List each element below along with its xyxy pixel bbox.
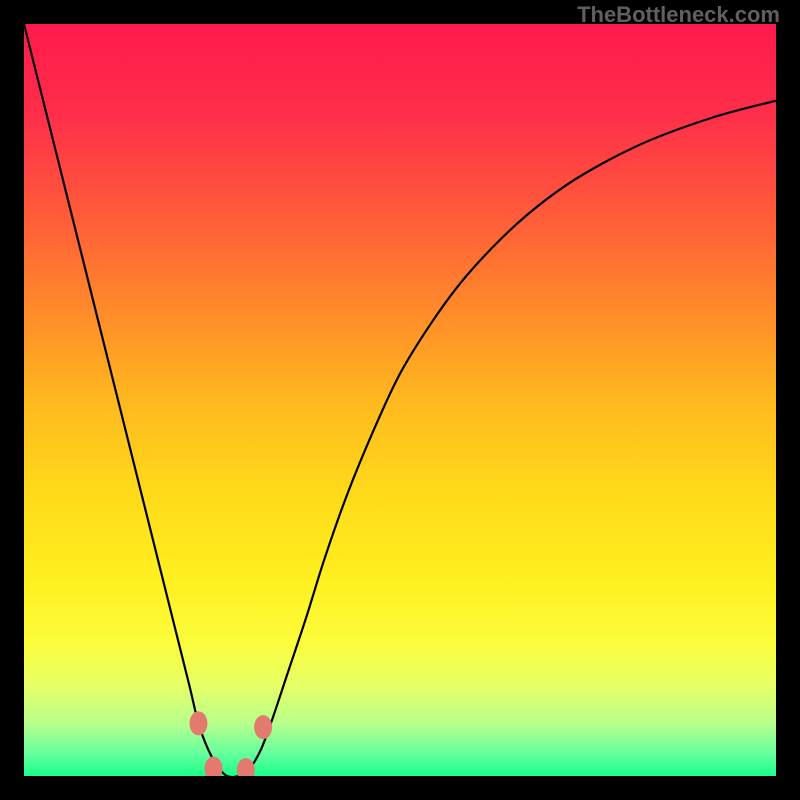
curve-marker <box>189 711 207 735</box>
bottleneck-chart <box>24 24 776 776</box>
chart-container: TheBottleneck.com <box>0 0 800 800</box>
gradient-background <box>24 24 776 776</box>
plot-area <box>24 24 776 776</box>
watermark-text: TheBottleneck.com <box>577 2 780 28</box>
curve-marker <box>254 715 272 739</box>
